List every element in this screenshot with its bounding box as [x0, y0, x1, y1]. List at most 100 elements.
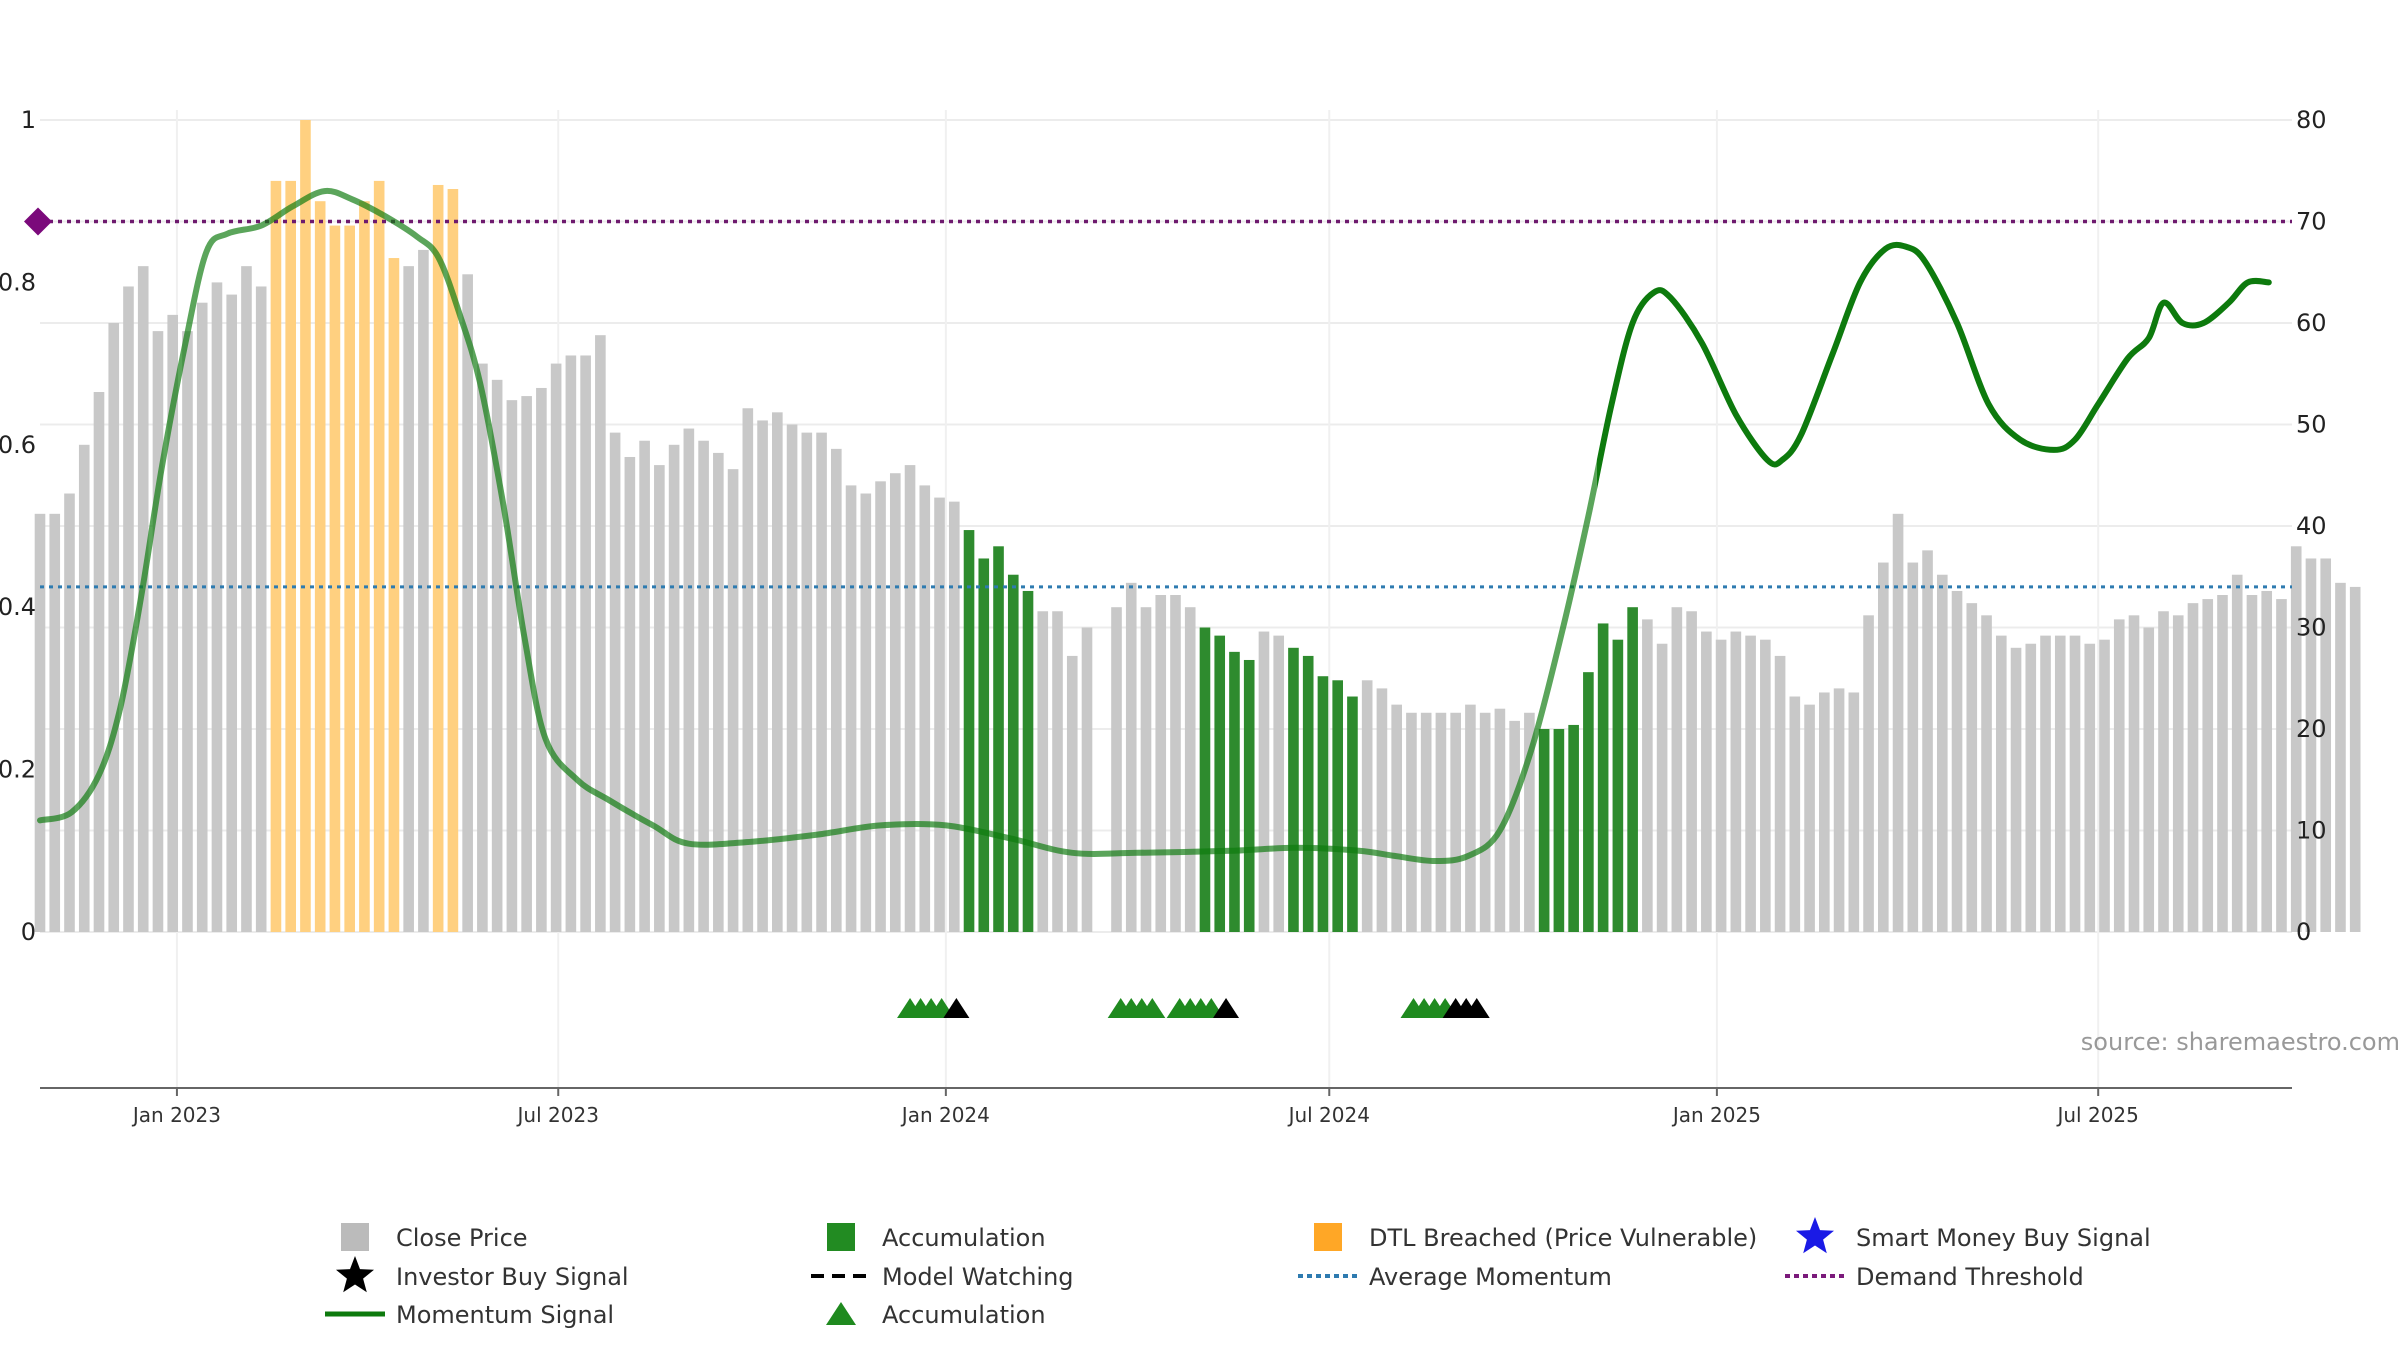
legend-label: Accumulation [882, 1224, 1046, 1252]
close-price-bar [1184, 607, 1196, 932]
accumulation-bar [963, 530, 975, 932]
close-price-bar [2069, 635, 2081, 932]
close-price-bar [226, 294, 238, 933]
dtl-breached-bar [285, 180, 296, 932]
close-price-bar [1420, 712, 1432, 932]
close-price-bar [1391, 704, 1402, 932]
close-price-bar [1951, 590, 1963, 932]
close-price-bar [934, 497, 945, 932]
right-axis-tick-label: 80 [2296, 106, 2327, 134]
close-price-bar [609, 432, 621, 932]
close-price-bar [1140, 607, 1152, 932]
x-axis-tick-label: Jul 2023 [516, 1103, 599, 1127]
close-price-bar [1037, 611, 1049, 932]
close-price-bar [1066, 655, 1078, 932]
left-axis-tick-label: 1 [21, 106, 36, 134]
x-axis-tick-label: Jan 2023 [131, 1103, 221, 1127]
close-price-bar [1878, 562, 1889, 932]
close-price-bar [1715, 639, 1727, 932]
close-price-bar [2202, 599, 2214, 932]
close-price-bar [2261, 590, 2273, 932]
legend-swatch [827, 1223, 855, 1251]
right-axis-tick-label: 30 [2296, 614, 2327, 642]
close-price-bar [1701, 631, 1712, 932]
right-axis-tick-label: 70 [2296, 208, 2327, 236]
x-axis-tick-label: Jan 2024 [900, 1103, 990, 1127]
legend-label: Model Watching [882, 1263, 1074, 1291]
close-price-bar [757, 420, 768, 932]
close-price-bar [2143, 627, 2155, 932]
close-price-bar [1819, 692, 1830, 932]
close-price-bar [2158, 611, 2169, 932]
legend-item: Accumulation [827, 1223, 1046, 1252]
legend-label: DTL Breached (Price Vulnerable) [1369, 1224, 1757, 1252]
close-price-bar [2217, 595, 2228, 932]
accumulation-bar [1317, 676, 1329, 932]
close-price-bar [123, 286, 134, 933]
left-axis-tick-label: 0 [21, 918, 36, 946]
close-price-bar [786, 424, 798, 932]
right-axis-tick-label: 20 [2296, 715, 2327, 743]
accumulation-bar [1007, 574, 1019, 932]
close-price-bar [2099, 639, 2110, 932]
close-price-bar [845, 485, 857, 932]
close-price-bar [580, 355, 591, 933]
close-price-bar [1376, 688, 1388, 932]
legend-item: Model Watching [811, 1263, 1074, 1291]
dtl-breached-bar [359, 201, 370, 932]
close-price-bar [742, 408, 754, 932]
close-price-bar [654, 465, 665, 932]
dtl-breached-bar [270, 180, 282, 932]
accumulation-bar [1243, 659, 1255, 932]
legend-item: Demand Threshold [1785, 1263, 2084, 1291]
dtl-breached-bar [373, 180, 385, 932]
x-axis-tick-label: Jul 2025 [2055, 1103, 2138, 1127]
model-watching-marker [1463, 998, 1490, 1018]
dtl-breached-bar [314, 201, 326, 932]
x-axis-tick-label: Jul 2024 [1287, 1103, 1370, 1127]
accumulation-bar [1583, 672, 1594, 932]
close-price-bar [1848, 692, 1860, 932]
close-price-bar [2349, 586, 2361, 932]
close-price-bar [1686, 611, 1697, 932]
accumulation-bar [1229, 651, 1240, 932]
close-price-bar [801, 432, 813, 932]
left-axis-tick-label: 0.6 [0, 431, 36, 459]
model-watching-marker [1213, 998, 1240, 1018]
x-axis-tick-label: Jan 2025 [1671, 1103, 1761, 1127]
close-price-bar [1052, 611, 1063, 932]
accumulation-bar [1199, 627, 1211, 932]
close-price-bar [831, 448, 842, 932]
accumulation-bar [1568, 724, 1579, 932]
accumulation-bar [993, 546, 1004, 932]
legend-label: Average Momentum [1369, 1263, 1612, 1291]
accumulation-bar [1612, 639, 1624, 932]
close-price-bar [1789, 696, 1801, 932]
close-price-bar [49, 513, 61, 932]
close-price-bar [1966, 603, 1978, 932]
right-axis-tick-label: 60 [2296, 309, 2327, 337]
close-price-bar [1155, 595, 1167, 932]
close-price-bar [2187, 603, 2199, 932]
accumulation-bar [1214, 635, 1226, 932]
momentum-line [37, 187, 2272, 864]
close-price-bar [2290, 546, 2302, 932]
dtl-breached-bar [329, 225, 341, 932]
close-price-bar [668, 444, 680, 932]
close-price-bar [2010, 647, 2022, 932]
accumulation-bar [1022, 590, 1034, 932]
accumulation-bar [978, 558, 990, 932]
close-price-bar [1509, 720, 1520, 932]
close-price-bar [1760, 639, 1771, 932]
accumulation-bar [1347, 696, 1358, 932]
legend-item: Smart Money Buy Signal [1796, 1217, 2151, 1254]
right-axis-tick-label: 10 [2296, 817, 2327, 845]
close-price-bar [2040, 635, 2051, 932]
close-price-bar [2025, 643, 2037, 932]
dtl-breached-bar [432, 184, 444, 932]
legend-swatch [341, 1223, 369, 1251]
close-price-bar [816, 432, 827, 932]
legend-label: Smart Money Buy Signal [1856, 1224, 2151, 1252]
